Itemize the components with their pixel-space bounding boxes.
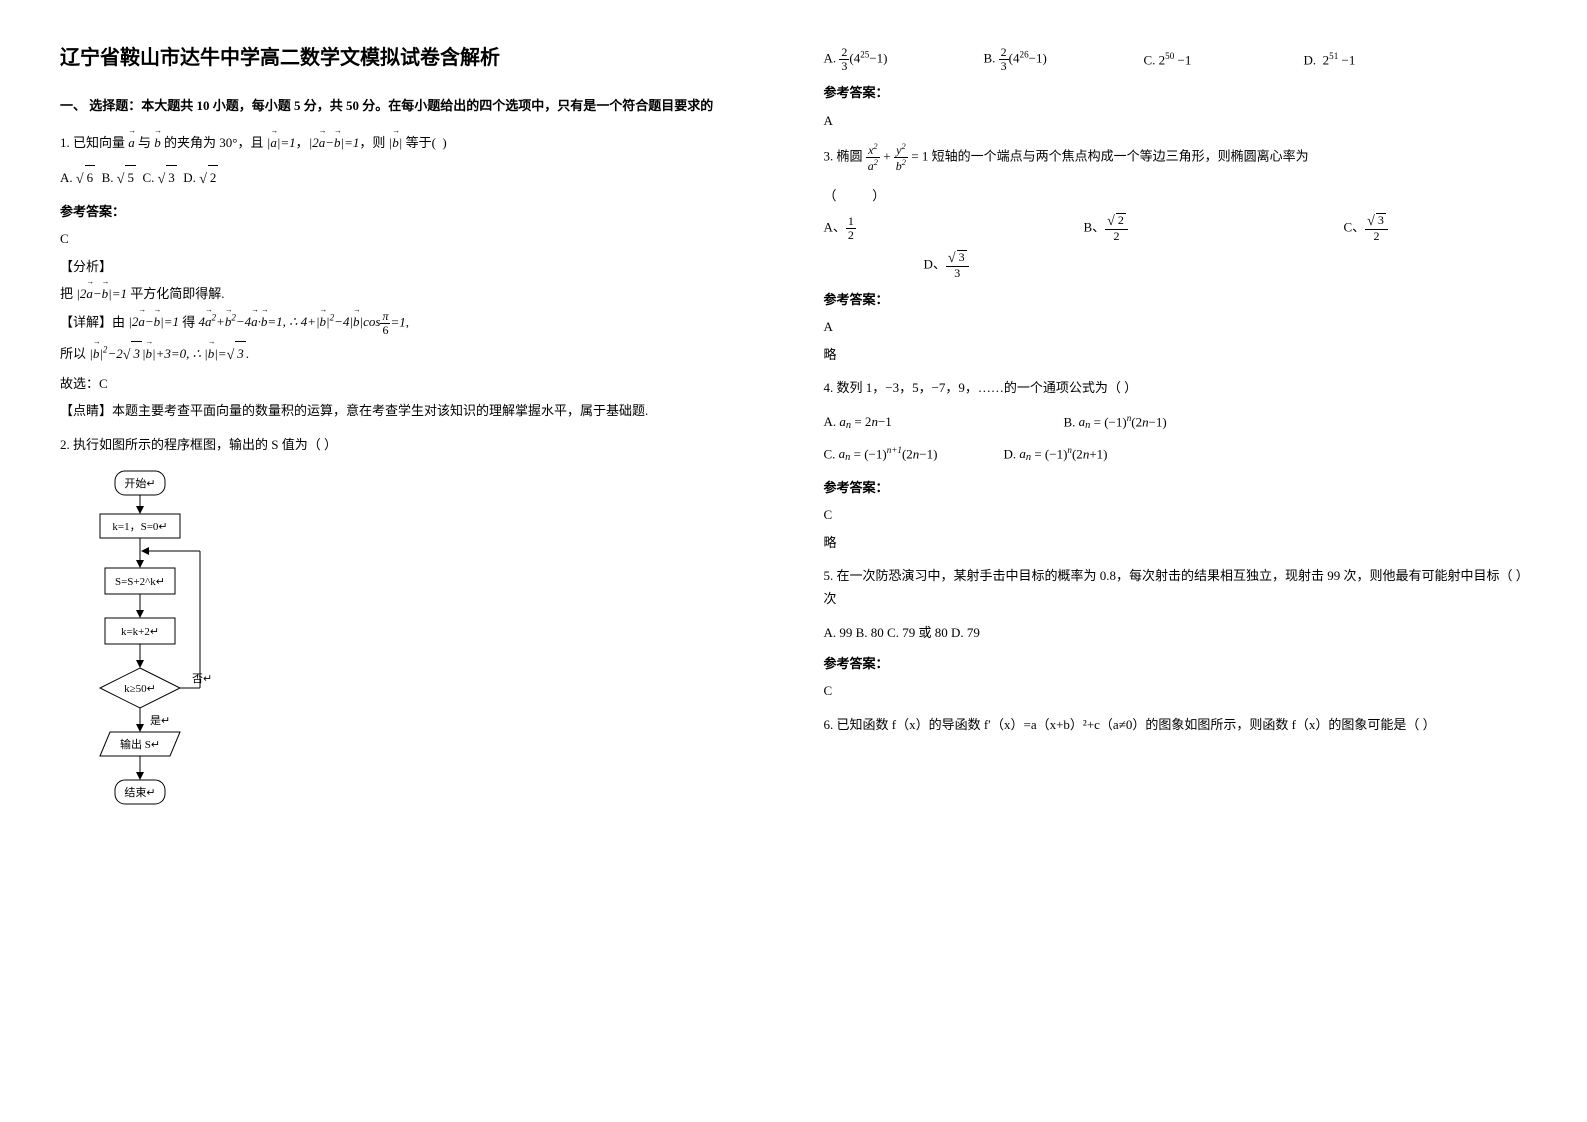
question-2: 2. 执行如图所示的程序框图，输出的 S 值为（ ） <box>60 433 764 456</box>
q5-answer: C <box>824 679 1528 702</box>
q1-analysis-1: 【分析】 <box>60 255 764 278</box>
question-5: 5. 在一次防恐演习中，某射手击中目标的概率为 0.8，每次射击的结果相互独立，… <box>824 564 1528 611</box>
q3-lue: 略 <box>824 343 1528 366</box>
q4-options-1: A. an = 2n−1 B. an = (−1)n(2n−1) <box>824 410 1528 436</box>
q1-analysis-6: 【点睛】本题主要考查平面向量的数量积的运算，意在考查学生对该知识的理解掌握水平，… <box>60 399 764 422</box>
page-title: 辽宁省鞍山市达牛中学高二数学文模拟试卷含解析 <box>60 40 764 76</box>
question-6: 6. 已知函数 f（x）的导函数 f′（x）=a（x+b）²+c（a≠0）的图象… <box>824 713 1528 736</box>
flow-step: k=k+2↵ <box>121 626 159 638</box>
ref-label: 参考答案： <box>60 200 764 223</box>
flow-out: 输出 S↵ <box>120 737 160 751</box>
q4-options-2: C. an = (−1)n+1(2n−1) D. an = (−1)n(2n+1… <box>824 442 1528 468</box>
q3-paren: （ ） <box>824 184 1528 207</box>
q1-stem: 1. 已知向量 a 与 b 的夹角为 30°，且 |a|=1，|2a−b|=1，… <box>60 135 447 150</box>
flow-end: 结束↵ <box>124 786 155 799</box>
question-4: 4. 数列 1，−3，5，−7，9，……的一个通项公式为（ ） <box>824 376 1528 399</box>
section-header: 一、 选择题：本大题共 10 小题，每小题 5 分，共 50 分。在每小题给出的… <box>60 94 764 117</box>
flow-body: S=S+2^k↵ <box>115 576 165 588</box>
flow-yes: 是↵ <box>150 714 170 727</box>
q1-analysis-4: 所以 |b|2−2√3|b|+3=0, ∴ |b|=√3. <box>60 341 764 368</box>
flow-cond: k≥50↵ <box>124 683 156 695</box>
q3-answer: A <box>824 315 1528 338</box>
question-3: 3. 椭圆 x2a2 + y2b2 = 1 短轴的一个端点与两个焦点构成一个等边… <box>824 142 1528 173</box>
flow-no: 否↵ <box>192 673 212 685</box>
q3-options-1: A、12 B、√22 C、√32 <box>824 213 1528 244</box>
q3-options-2: D、√33 <box>924 250 1528 281</box>
q4-lue: 略 <box>824 531 1528 554</box>
q1-options: A. √6 B. √5 C. √3 D. √2 <box>60 165 764 192</box>
flow-init: k=1，S=0↵ <box>112 521 167 533</box>
question-1: 1. 已知向量 a 与 b 的夹角为 30°，且 |a|=1，|2a−b|=1，… <box>60 131 764 154</box>
q5-options: A. 99 B. 80 C. 79 或 80 D. 79 <box>824 621 1528 644</box>
q1-analysis-3: 【详解】由 |2a−b|=1 得 4a2+b2−4a·b=1, ∴ 4+|b|2… <box>60 310 764 337</box>
q4-answer: C <box>824 503 1528 526</box>
ref-label: 参考答案： <box>824 476 1528 499</box>
flow-start: 开始↵ <box>124 476 155 490</box>
ref-label: 参考答案： <box>824 652 1528 675</box>
ref-label: 参考答案： <box>824 81 1528 104</box>
q1-analysis-5: 故选：C <box>60 372 764 395</box>
q2-answer: A <box>824 109 1528 132</box>
flowchart: 开始↵ k=1，S=0↵ S=S+2^k↵ k=k+2↵ k≥50↵ 否↵ <box>60 466 764 856</box>
ref-label: 参考答案： <box>824 288 1528 311</box>
q1-answer: C <box>60 227 764 250</box>
q2-options: A. 23(425−1) B. 23(426−1) C. 250 −1 D. 2… <box>824 46 1528 73</box>
q1-analysis-2: 把 |2a−b|=1 平方化简即得解. <box>60 282 764 305</box>
